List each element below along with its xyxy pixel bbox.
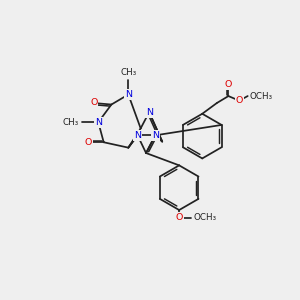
Text: O: O xyxy=(236,96,243,105)
Text: N: N xyxy=(125,90,132,99)
Text: O: O xyxy=(90,98,98,107)
Text: CH₃: CH₃ xyxy=(120,68,136,77)
Text: N: N xyxy=(152,131,159,140)
Text: N: N xyxy=(146,108,153,117)
Text: OCH₃: OCH₃ xyxy=(193,213,216,222)
Text: O: O xyxy=(225,80,232,89)
Text: N: N xyxy=(95,118,102,127)
Text: CH₃: CH₃ xyxy=(63,118,79,127)
Text: O: O xyxy=(85,138,92,147)
Text: N: N xyxy=(134,131,141,140)
Text: OCH₃: OCH₃ xyxy=(250,92,273,100)
Text: O: O xyxy=(176,213,183,222)
